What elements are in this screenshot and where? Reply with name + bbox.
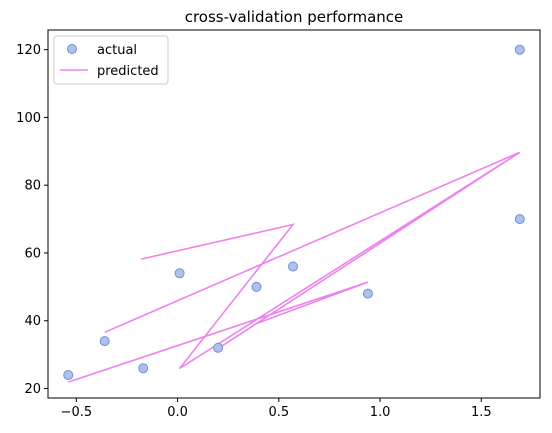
scatter-point: [362, 288, 373, 299]
legend-label-predicted: predicted: [97, 64, 159, 79]
scatter-point: [174, 268, 185, 279]
legend-marker-actual: [67, 44, 77, 54]
chart-title: cross-validation performance: [185, 8, 404, 26]
x-axis: −0.5 0.0 0.5 1.0 1.5: [61, 398, 492, 420]
plot-area: [47, 29, 541, 399]
axes-frame: [47, 29, 541, 399]
x-tick-label: 1.0: [370, 405, 391, 420]
scatter-points: [63, 44, 525, 380]
legend-label-actual: actual: [97, 43, 137, 58]
x-tick-label: 0.5: [268, 405, 289, 420]
y-tick-label: 100: [16, 111, 41, 126]
series-line-predicted: [67, 151, 521, 383]
scatter-point: [251, 281, 262, 292]
scatter-point: [138, 363, 149, 374]
scatter-point: [213, 342, 224, 353]
x-tick-label: −0.5: [61, 405, 93, 420]
axes-background: [48, 30, 540, 398]
y-tick-label: 20: [24, 382, 41, 397]
y-tick-label: 120: [16, 43, 41, 58]
scatter-point: [288, 261, 298, 272]
scatter-point: [514, 214, 525, 225]
x-tick-label: 1.5: [471, 405, 492, 420]
scatter-point: [99, 336, 110, 347]
y-tick-label: 40: [24, 314, 41, 329]
x-tick-label: 0.0: [167, 405, 188, 420]
scatter-point: [514, 44, 525, 55]
y-axis: 20 40 60 80 100 120: [16, 43, 48, 397]
legend-box: [53, 35, 169, 85]
legend: actual predicted: [53, 35, 169, 85]
y-tick-label: 60: [24, 246, 41, 261]
scatter-point: [63, 370, 74, 380]
y-tick-label: 80: [24, 179, 41, 194]
